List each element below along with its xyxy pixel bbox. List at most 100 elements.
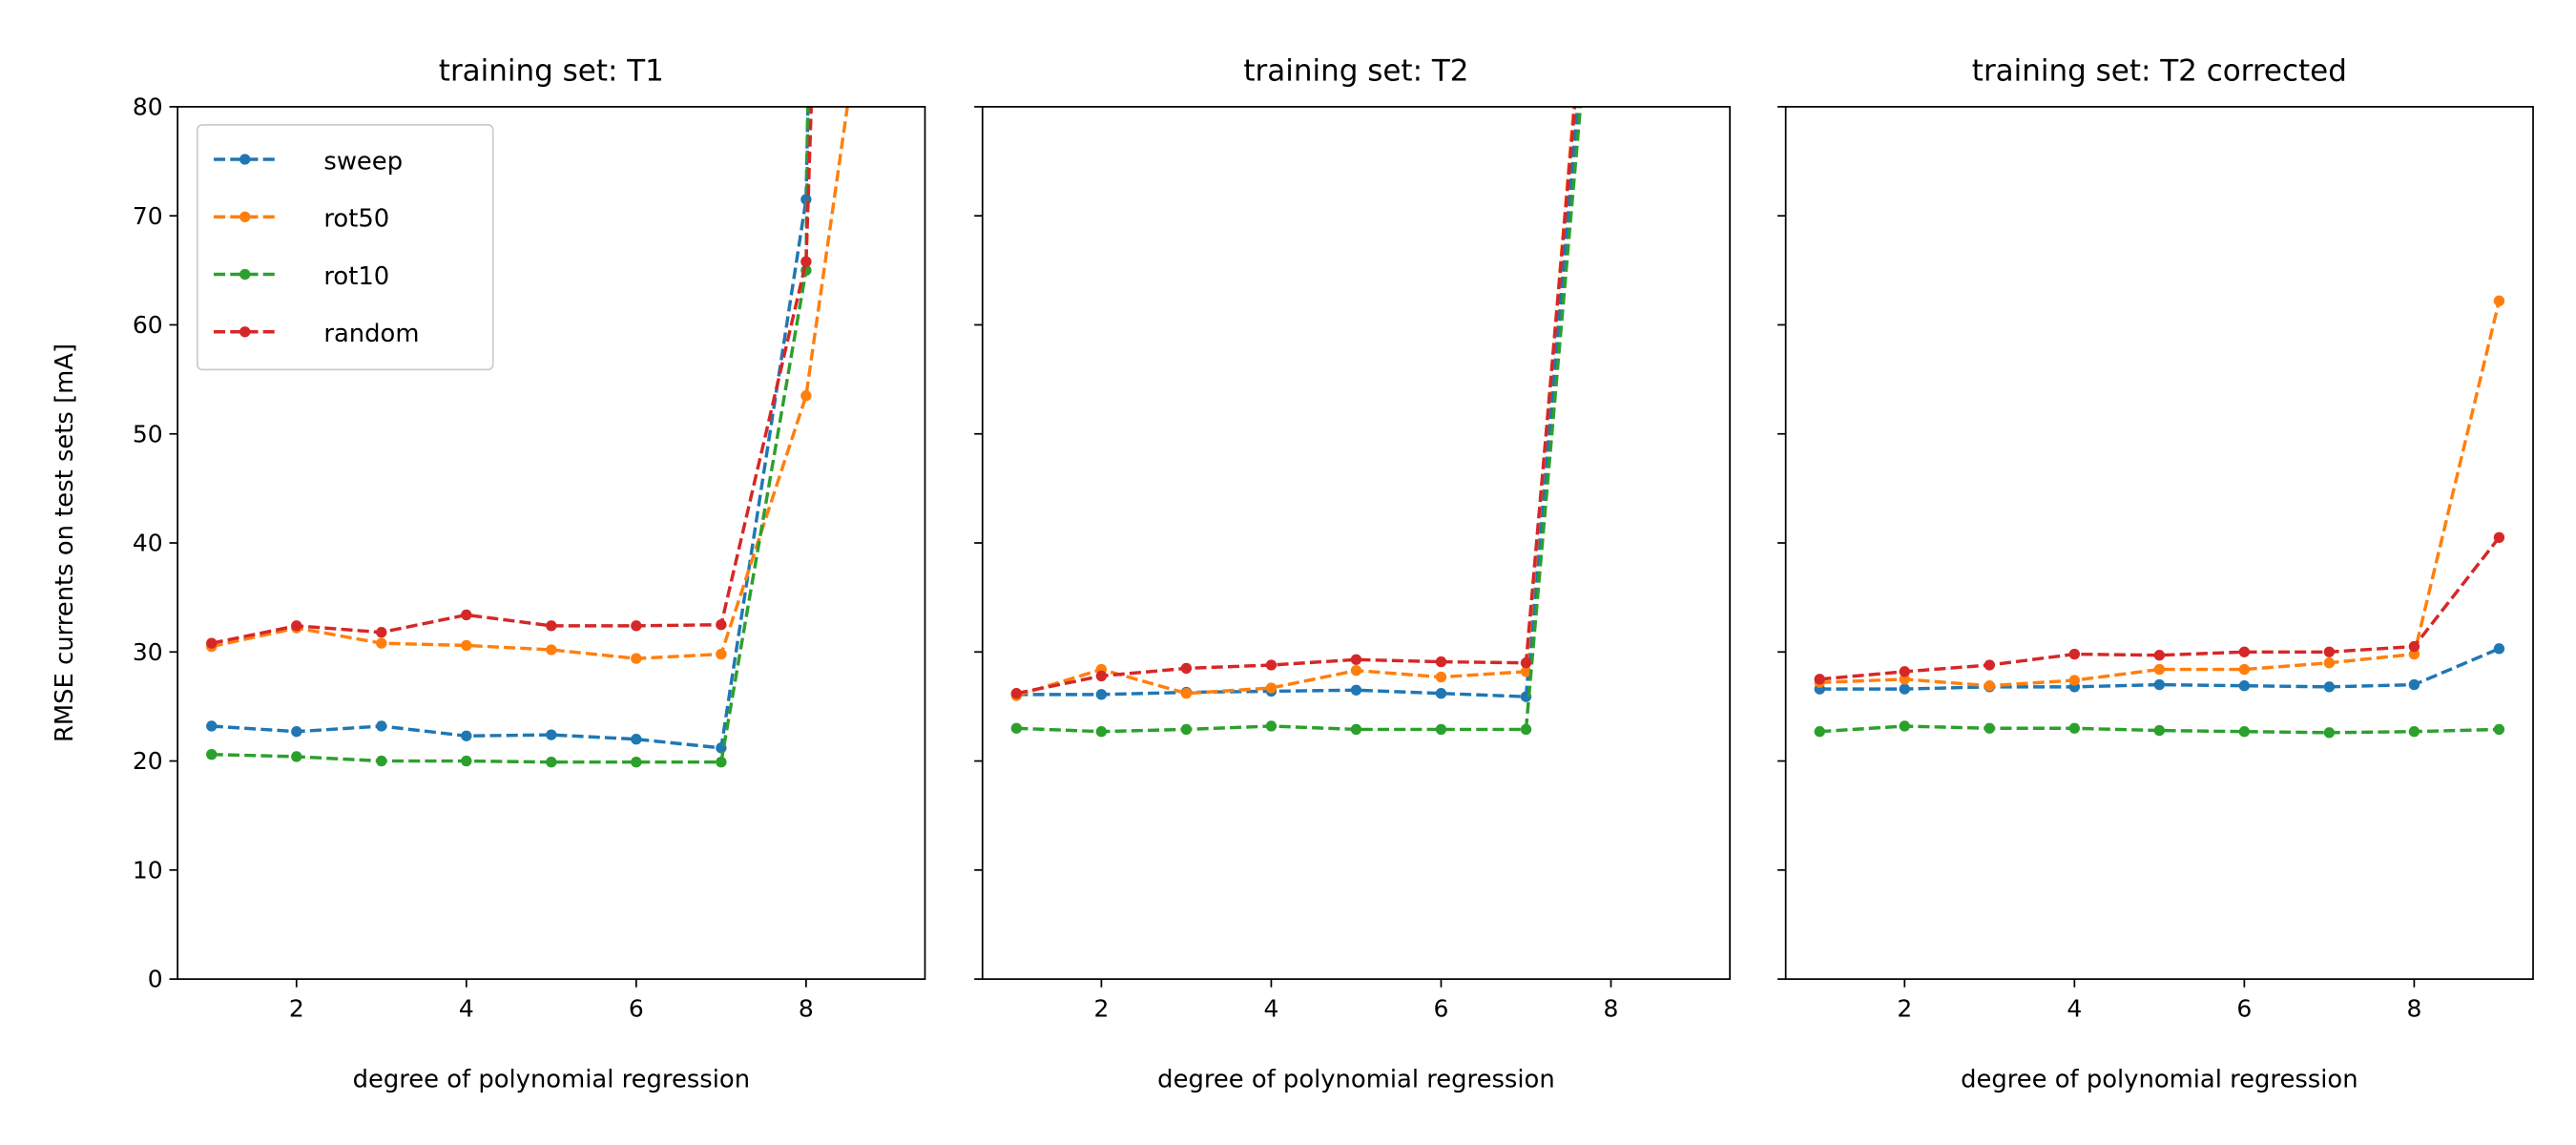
axes-frame: [981, 106, 1731, 980]
data-point: [1350, 665, 1362, 677]
y-axis-label: RMSE currents on test sets [mA]: [51, 344, 79, 742]
data-point: [291, 620, 302, 632]
series-line: [1819, 300, 2502, 688]
data-point: [1350, 723, 1362, 736]
data-point: [2323, 681, 2336, 693]
data-point: [376, 637, 387, 649]
legend-marker: [239, 154, 251, 165]
legend-marker: [239, 326, 251, 338]
data-point: [1899, 720, 1910, 732]
y-tick-label: 80: [133, 94, 163, 121]
y-tick-label: 40: [133, 530, 163, 557]
legend-label: sweep: [323, 147, 403, 176]
series-line: [1016, 106, 1577, 696]
data-point: [1010, 722, 1023, 734]
data-point: [461, 730, 472, 741]
data-point: [1350, 654, 1362, 665]
data-point: [206, 637, 218, 649]
y-tick-label: 70: [133, 202, 163, 230]
data-point: [1899, 666, 1910, 677]
data-point: [1435, 656, 1447, 668]
data-point: [2238, 680, 2251, 692]
subplot: training set: T12 4 6 801020304050607080deg…: [51, 53, 926, 1094]
x-tick-label: 6: [629, 995, 644, 1023]
data-point: [2323, 646, 2336, 657]
x-axis-label: degree of polynomial regression: [1961, 1066, 2358, 1094]
y-tick-label: 20: [133, 747, 163, 775]
data-point: [461, 639, 472, 652]
x-tick-label: 8: [1604, 995, 1619, 1023]
data-point: [1984, 680, 1995, 692]
data-point: [1520, 657, 1532, 669]
x-tick-label: 2: [1093, 995, 1109, 1023]
data-point: [2493, 531, 2505, 543]
x-tick-label: 2: [1897, 995, 1912, 1023]
data-point: [206, 720, 218, 732]
plot-area: [1814, 295, 2505, 739]
series-line: [1015, 106, 1576, 697]
legend-label: rot10: [323, 262, 389, 291]
data-point: [2238, 646, 2251, 657]
data-point: [631, 734, 642, 745]
data-point: [2238, 663, 2251, 676]
data-point: [631, 757, 642, 768]
legend-label: random: [323, 320, 419, 348]
data-point: [1180, 723, 1193, 736]
y-tick-label: 10: [133, 856, 163, 884]
data-point: [2493, 723, 2505, 736]
x-axis-label: degree of polynomial regression: [1157, 1066, 1554, 1094]
data-point: [1984, 722, 1995, 734]
series-line: [211, 106, 814, 645]
x-tick-label: 8: [2406, 995, 2421, 1023]
y-tick-label: 0: [148, 966, 163, 993]
legend-marker: [239, 211, 251, 222]
data-point: [1435, 723, 1447, 736]
data-point: [1814, 674, 1825, 685]
data-point: [461, 755, 472, 767]
data-point: [1520, 666, 1532, 677]
x-tick-label: 8: [799, 995, 814, 1023]
subplot-title: training set: T1: [439, 53, 664, 88]
plot-area: [1010, 106, 1583, 738]
data-point: [1180, 688, 1193, 699]
legend-marker: [239, 268, 251, 281]
x-tick-label: 2: [289, 995, 304, 1023]
data-point: [1435, 688, 1447, 699]
axes-frame: [1784, 106, 2534, 980]
data-point: [546, 644, 557, 656]
data-point: [2153, 663, 2166, 676]
series-line: [1016, 106, 1583, 734]
data-point: [206, 749, 218, 760]
data-point: [546, 757, 557, 768]
legend: sweep rot50 rot10 random: [196, 123, 494, 371]
legend-box: [196, 123, 494, 371]
data-point: [1095, 670, 1108, 682]
data-point: [1095, 689, 1108, 700]
x-axis-label: degree of polynomial regression: [353, 1066, 750, 1094]
x-tick-label: 6: [1434, 995, 1449, 1023]
data-point: [461, 609, 472, 621]
data-point: [716, 757, 727, 768]
data-point: [2153, 650, 2166, 661]
data-point: [1265, 659, 1278, 671]
data-point: [1520, 723, 1532, 736]
data-point: [716, 619, 727, 631]
data-point: [2323, 657, 2336, 669]
subplot-title: training set: T2 corrected: [1972, 53, 2347, 88]
data-point: [1180, 662, 1193, 675]
y-tick-label: 50: [133, 420, 163, 448]
data-point: [800, 390, 812, 402]
data-point: [716, 648, 727, 660]
data-point: [376, 627, 387, 638]
data-point: [546, 729, 557, 740]
legend-label: rot50: [323, 205, 389, 234]
data-point: [1010, 688, 1023, 699]
x-tick-label: 4: [1263, 995, 1278, 1023]
data-point: [2153, 678, 2166, 691]
data-point: [2493, 643, 2505, 655]
data-point: [1265, 720, 1278, 732]
data-point: [800, 256, 812, 267]
data-point: [2068, 722, 2081, 734]
series-line: [1819, 536, 2501, 681]
